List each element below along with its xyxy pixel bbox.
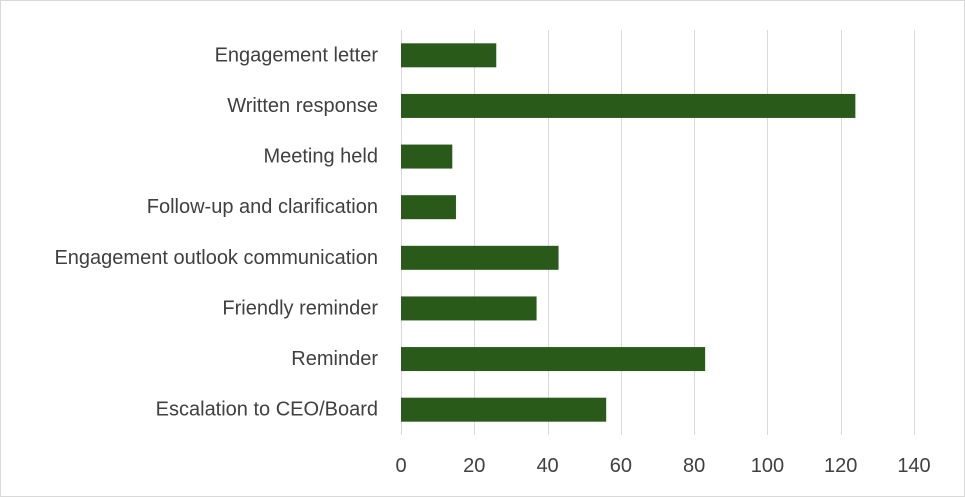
category-labels: Engagement letter Written response Meeting…: [54, 44, 378, 420]
bar: [401, 144, 453, 169]
x-tick-label: 40: [536, 455, 558, 477]
gridlines: [401, 30, 915, 435]
category-label: Engagement letter: [215, 44, 379, 66]
x-tick-label: 120: [824, 455, 857, 477]
x-tick-label: 140: [897, 455, 930, 477]
category-label: Reminder: [291, 348, 378, 370]
x-tick-label: 20: [463, 455, 485, 477]
bars: [401, 43, 856, 422]
bar: [401, 43, 497, 68]
category-label: Engagement outlook communication: [54, 247, 378, 269]
x-axis-tick-labels: 0 20 40 60 80 100 120 140: [395, 455, 930, 477]
x-tick-label: 60: [610, 455, 632, 477]
category-label: Written response: [227, 95, 378, 117]
bar: [401, 347, 706, 372]
category-label: Follow-up and clarification: [147, 196, 378, 218]
category-label: Friendly reminder: [222, 297, 378, 319]
bar: [401, 195, 456, 220]
bar: [401, 296, 537, 321]
bar: [401, 397, 607, 422]
x-tick-label: 100: [751, 455, 784, 477]
x-tick-label: 0: [395, 455, 406, 477]
x-tick-label: 80: [683, 455, 705, 477]
category-label: Meeting held: [263, 146, 378, 168]
category-label: Escalation to CEO/Board: [156, 399, 378, 421]
bar: [401, 245, 559, 270]
bar: [401, 93, 856, 118]
